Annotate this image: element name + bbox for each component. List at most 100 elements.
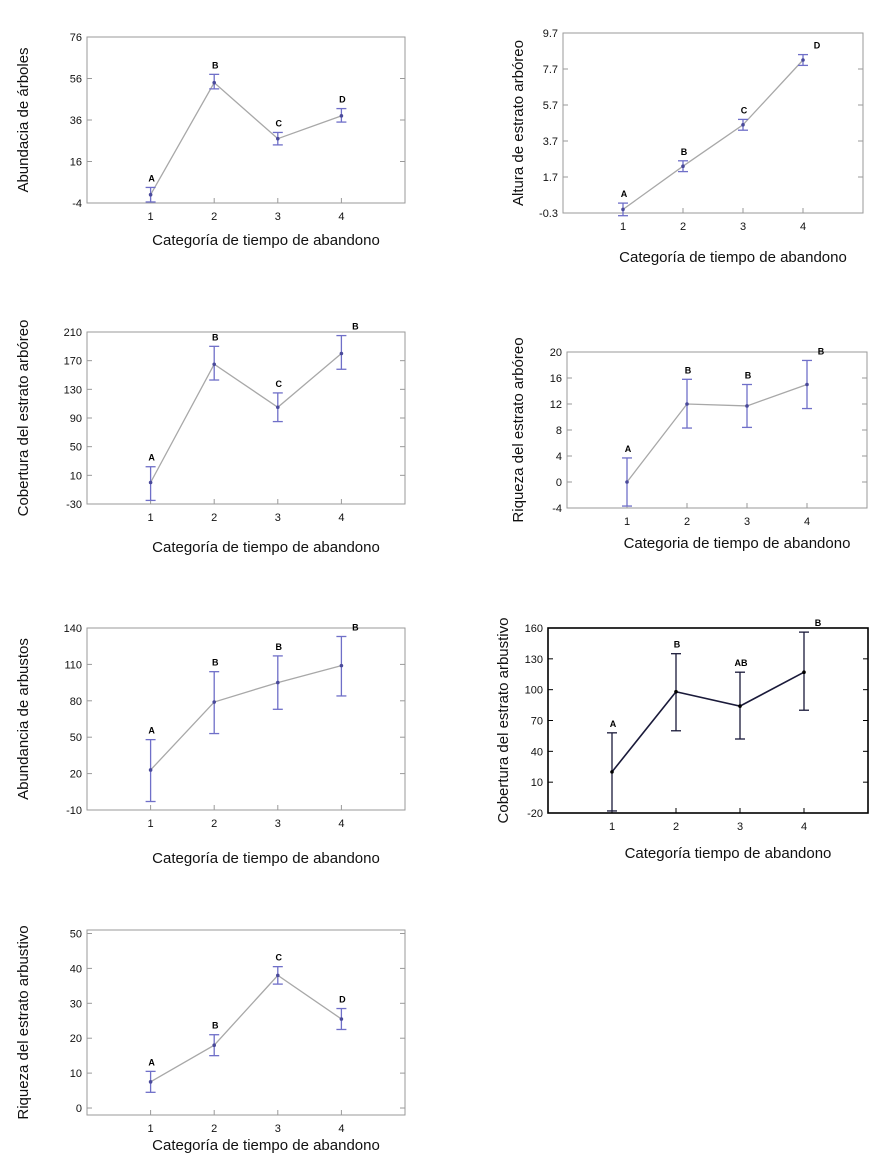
chart-7-data-point <box>148 1080 153 1084</box>
chart-2-group-letter: D <box>814 41 821 51</box>
chart-3-group-letter: B <box>212 332 219 342</box>
chart-panel-3: -30 10 50 90 130 170 210 1 2 3 4 Categoría de tiemp… <box>15 320 406 556</box>
chart-5-group-letter: B <box>352 622 359 632</box>
chart-4-group-letter: B <box>745 371 752 381</box>
chart-5-group-letter: A <box>148 726 155 736</box>
chart-7-x-tick-label: 1 <box>148 1123 154 1135</box>
chart-7-series-line <box>150 974 342 1083</box>
chart-7-y-tick-label: 40 <box>70 963 82 975</box>
chart-3-y-tick-label: 130 <box>64 384 82 396</box>
chart-2-x-tick-label: 1 <box>620 221 626 233</box>
chart-1-y-tick-label: -4 <box>72 198 82 210</box>
chart-3-data-point <box>339 351 344 356</box>
chart-2-data-point <box>741 123 745 127</box>
chart-6-plot-frame <box>547 627 869 814</box>
chart-panel-1: -4 16 36 56 76 1 2 3 4 Categoría de tiempo de aba… <box>15 32 406 249</box>
chart-panel-2: -0.3 1.7 3.7 5.7 7.7 9.7 1 2 3 4 Categoría de tiem… <box>510 28 864 266</box>
chart-2-data-point <box>681 164 685 168</box>
chart-3-y-tick-label: 210 <box>64 327 82 339</box>
chart-6-y-tick-label: 160 <box>525 623 543 635</box>
chart-2-y-tick-label: 9.7 <box>543 28 558 40</box>
chart-4-group-letter: B <box>818 346 825 356</box>
chart-5-data-point <box>148 768 153 772</box>
chart-4-y-tick-label: 20 <box>550 347 562 359</box>
chart-4-y-tick-label: 4 <box>556 451 562 463</box>
chart-1-x-axis-title: Categoría de tiempo de abandono <box>152 232 380 249</box>
chart-6-x-tick-label: 4 <box>801 821 807 833</box>
chart-7-group-letter: D <box>339 995 346 1005</box>
chart-5-y-tick-label: 20 <box>70 769 82 781</box>
chart-7-plot-frame <box>86 929 406 1116</box>
chart-6-group-letter: B <box>674 640 681 650</box>
chart-4-series-line <box>626 383 808 483</box>
chart-7-x-tick-label: 3 <box>275 1123 281 1135</box>
chart-6-data-point <box>674 689 678 694</box>
chart-panel-6: -20 10 40 70 100 130 160 1 2 3 4 Categoría tiempo d… <box>495 618 869 862</box>
chart-6-group-letter: A <box>610 719 617 729</box>
chart-5-data-point <box>212 700 216 704</box>
chart-1-group-letter: B <box>212 60 219 70</box>
chart-4-y-tick-label: 12 <box>550 399 562 411</box>
chart-6-y-axis-title: Cobertura del estrato arbustivo <box>495 618 512 824</box>
chart-4-group-letter: B <box>685 365 692 375</box>
chart-5-y-tick-label: 80 <box>70 696 82 708</box>
chart-3-y-tick-label: 170 <box>64 356 82 368</box>
chart-5-y-axis-title: Abundancia de arbustos <box>15 638 32 800</box>
chart-2-x-axis-title: Categoría de tiempo de abandono <box>619 249 847 266</box>
chart-6-series-line <box>611 671 805 773</box>
chart-2-y-tick-label: 3.7 <box>543 136 558 148</box>
chart-2-group-letter: B <box>681 147 688 157</box>
chart-3-y-axis-title: Cobertura del estrato arbóreo <box>15 320 32 517</box>
chart-1-group-letter: A <box>148 173 155 183</box>
chart-1-y-tick-label: 76 <box>70 32 82 44</box>
chart-5-group-letter: B <box>212 658 219 668</box>
chart-3-y-tick-label: -30 <box>66 499 82 511</box>
chart-1-y-tick-label: 36 <box>70 115 82 127</box>
chart-1-group-letter: D <box>339 95 346 105</box>
chart-5-x-axis-title: Categoría de tiempo de abandono <box>152 850 380 867</box>
chart-2-group-letter: A <box>621 189 628 199</box>
chart-7-y-axis-title: Riqueza del estrato arbustivo <box>15 925 32 1119</box>
chart-6-y-tick-label: 100 <box>525 685 543 697</box>
chart-7-data-point <box>276 973 280 978</box>
chart-5-x-tick-label: 4 <box>338 818 344 830</box>
chart-7-x-tick-label: 2 <box>211 1123 217 1135</box>
chart-1-data-point <box>212 80 216 85</box>
chart-6-y-tick-label: 10 <box>531 777 543 789</box>
chart-5-y-tick-label: 140 <box>64 623 82 635</box>
chart-1-data-point <box>148 192 153 197</box>
chart-1-x-tick-label: 2 <box>211 211 217 223</box>
chart-2-y-tick-label: -0.3 <box>539 208 558 220</box>
chart-6-y-tick-label: 130 <box>525 654 543 666</box>
chart-4-plot-frame <box>566 351 868 509</box>
chart-7-group-letter: C <box>276 953 283 963</box>
chart-4-y-tick-label: 0 <box>556 477 562 489</box>
chart-2-plot-frame <box>562 32 864 214</box>
chart-1-y-tick-label: 16 <box>70 157 82 169</box>
chart-2-x-tick-label: 2 <box>680 221 686 233</box>
chart-3-x-tick-label: 4 <box>338 512 344 524</box>
chart-3-group-letter: A <box>148 453 155 463</box>
chart-7-data-point <box>339 1017 344 1021</box>
chart-2-data-point <box>801 58 805 62</box>
chart-3-x-tick-label: 1 <box>148 512 154 524</box>
chart-6-group-letter: AB <box>735 658 748 668</box>
chart-2-series-line <box>622 59 804 210</box>
chart-3-group-letter: B <box>352 322 359 332</box>
chart-7-x-axis-title: Categoría de tiempo de abandono <box>152 1137 380 1154</box>
chart-6-x-tick-label: 3 <box>737 821 743 833</box>
chart-2-y-tick-label: 1.7 <box>543 172 558 184</box>
chart-2-x-tick-label: 4 <box>800 221 806 233</box>
chart-5-x-tick-label: 1 <box>148 818 154 830</box>
chart-3-x-axis-title: Categoría de tiempo de abandono <box>152 539 380 556</box>
chart-7-y-tick-label: 10 <box>70 1068 82 1080</box>
chart-1-group-letter: C <box>276 118 283 128</box>
chart-5-x-tick-label: 3 <box>275 818 281 830</box>
chart-6-y-tick-label: 70 <box>531 716 543 728</box>
chart-1-data-point <box>339 114 344 118</box>
chart-5-y-tick-label: 50 <box>70 732 82 744</box>
chart-6-x-tick-label: 2 <box>673 821 679 833</box>
chart-5-data-point <box>276 680 280 685</box>
chart-6-group-letter: B <box>815 618 822 628</box>
